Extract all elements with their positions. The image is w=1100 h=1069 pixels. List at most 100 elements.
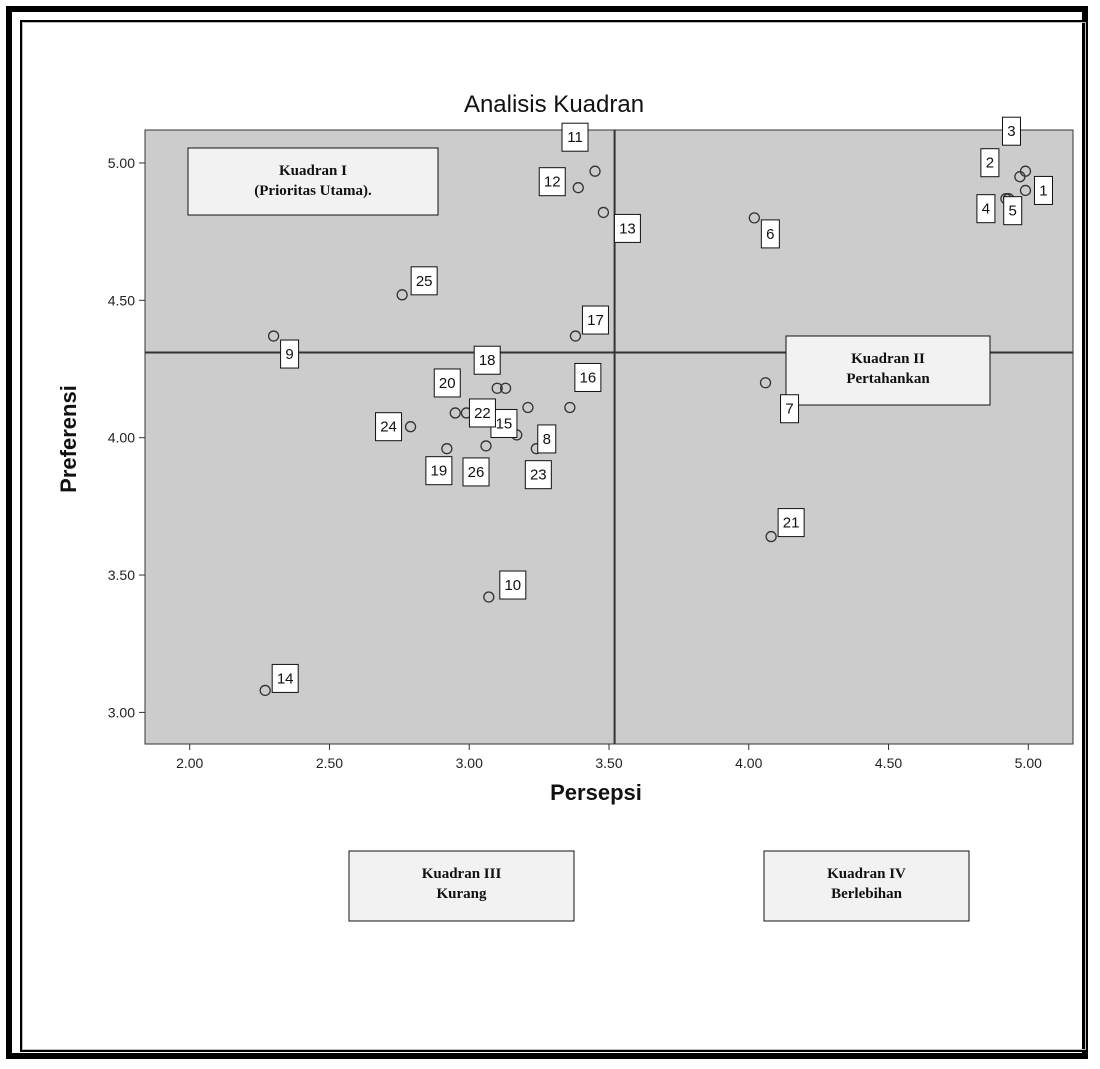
point-label-box	[561, 122, 589, 152]
y-tick-label: 4.00	[108, 430, 135, 446]
quadrant-text-line: Kuadran I	[279, 163, 347, 179]
data-point	[441, 443, 453, 455]
point-label-text: 4	[982, 201, 990, 218]
data-point	[597, 206, 610, 219]
point-label: 17	[581, 305, 609, 335]
point-label: 25	[410, 266, 438, 296]
y-tick-label: 3.00	[108, 704, 135, 720]
point-label-text: 2	[986, 155, 994, 172]
plot-area	[144, 129, 1074, 745]
quadrant-text-line: (Prioritas Utama).	[254, 183, 372, 199]
data-point	[564, 401, 576, 414]
chart-title: Analisis Kuadran	[464, 91, 644, 118]
point-label-text: 15	[496, 415, 513, 432]
point-label-box	[976, 194, 996, 224]
data-point	[480, 440, 492, 452]
point-label-text: 3	[1007, 123, 1015, 140]
point-label: 8	[537, 424, 557, 454]
data-point	[396, 289, 408, 301]
data-point	[449, 407, 461, 419]
x-axis-label: Persepsi	[550, 780, 642, 805]
data-point	[491, 382, 503, 394]
point-label: 11	[561, 122, 589, 152]
inner-frame	[20, 20, 1088, 1052]
x-tick-label: 3.00	[456, 755, 483, 771]
point-label: 7	[780, 394, 800, 424]
point-label: 4	[976, 194, 996, 224]
point-label: 5	[1003, 196, 1023, 226]
point-label: 22	[468, 398, 496, 428]
point-label-box	[473, 345, 501, 375]
axes: 2.00 2.50 3.00 3.50 4.00 4.50 5.00 3.00 3.50 4.00…	[108, 155, 1042, 771]
point-label-box	[760, 219, 780, 249]
point-label: 23	[524, 460, 552, 490]
data-point	[589, 165, 601, 177]
point-label-box	[574, 362, 602, 392]
point-label: 21	[777, 508, 805, 538]
data-point	[759, 377, 772, 389]
point-label-text: 9	[285, 346, 293, 363]
point-label: 10	[499, 570, 527, 600]
point-label-text: 7	[785, 401, 793, 418]
quadrant-text-line: Kuadran IV	[827, 866, 906, 882]
point-label-box	[524, 460, 552, 490]
point-label-text: 14	[277, 670, 294, 687]
data-point	[259, 684, 271, 697]
point-label-text: 1	[1039, 182, 1047, 199]
quadrant-box-3: Kuadran III Kurang	[348, 850, 575, 922]
point-label-text: 19	[431, 463, 448, 480]
x-tick-label: 2.00	[176, 755, 203, 771]
point-label-text: 18	[479, 352, 496, 369]
point-label-text: 11	[567, 129, 583, 146]
point-label: 14	[271, 663, 299, 693]
data-point	[522, 401, 534, 414]
point-label-text: 20	[439, 375, 456, 392]
data-point	[499, 382, 512, 394]
point-label-text: 6	[766, 226, 774, 243]
y-tick-label: 5.00	[108, 155, 135, 171]
quadrant-text-line: Kuadran II	[851, 351, 925, 367]
point-label-text: 10	[504, 577, 521, 594]
data-point	[1019, 165, 1032, 177]
point-label: 12	[538, 167, 566, 197]
data-point	[569, 330, 582, 342]
data-point	[1019, 184, 1032, 197]
point-label-box	[581, 305, 609, 335]
point-label: 16	[574, 362, 602, 392]
x-tick-label: 4.50	[875, 755, 902, 771]
point-label-box	[425, 456, 453, 486]
point-label-box	[1003, 196, 1023, 226]
point-label: 24	[375, 412, 403, 442]
data-point	[572, 182, 584, 194]
point-label-box	[1001, 116, 1021, 146]
point-label: 1	[1033, 175, 1053, 205]
data-point	[765, 530, 777, 543]
point-label-text: 21	[783, 515, 800, 532]
point-label-box	[538, 167, 566, 197]
point-label: 3	[1001, 116, 1021, 146]
quadrant-box-4: Kuadran IV Berlebihan	[763, 850, 970, 922]
point-label-text: 24	[380, 419, 397, 436]
x-tick-label: 5.00	[1015, 755, 1042, 771]
point-label-text: 26	[468, 464, 485, 481]
point-label: 26	[462, 457, 490, 487]
point-label-text: 5	[1009, 203, 1017, 220]
x-tick-label: 2.50	[316, 755, 343, 771]
data-point	[483, 591, 495, 603]
y-tick-label: 4.50	[108, 292, 135, 308]
quadrant-text-line: Pertahankan	[846, 371, 930, 387]
point-label: 2	[980, 148, 1000, 178]
quadrant-box-1: Kuadran I (Prioritas Utama).	[187, 147, 439, 216]
quadrant-text-line: Kurang	[436, 886, 487, 902]
point-label-box	[271, 663, 299, 693]
point-label-text: 25	[416, 273, 433, 290]
point-label: 18	[473, 345, 501, 375]
point-label-text: 13	[619, 220, 636, 237]
point-label-box	[375, 412, 403, 442]
point-label-box	[780, 394, 800, 424]
quadrant-text-line: Berlebihan	[831, 886, 902, 902]
point-label-box	[613, 213, 641, 243]
quadrant-box-2: Kuadran II Pertahankan	[785, 335, 991, 406]
point-label-text: 23	[530, 467, 547, 484]
